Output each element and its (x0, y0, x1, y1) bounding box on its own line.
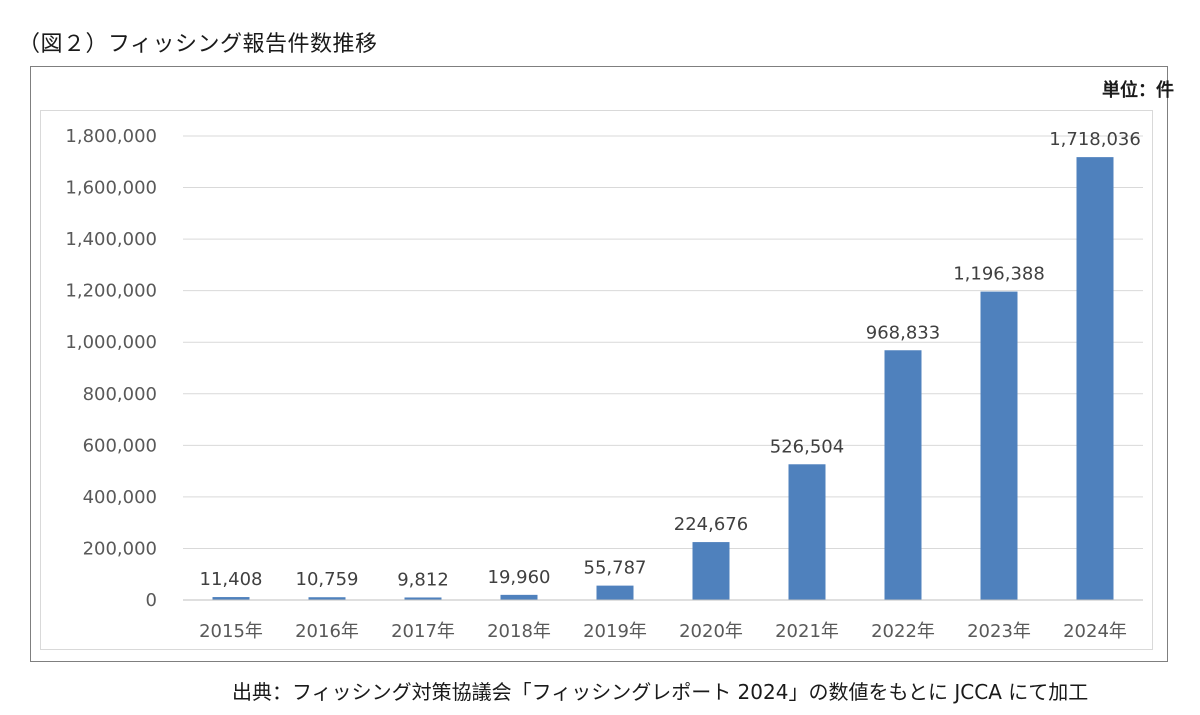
unit-label: 単位：件 (1102, 80, 1174, 101)
plot-area-border (40, 110, 1153, 650)
source-note: 出典：フィッシング対策協議会「フィッシングレポート 2024」の数値をもとに J… (232, 680, 1089, 704)
figure-title: （図２）フィッシング報告件数推移 (18, 32, 378, 57)
data-label: 10,759 (296, 569, 359, 590)
data-label: 9,812 (397, 569, 449, 590)
y-tick-label: 1,400,000 (65, 229, 157, 250)
x-tick-label: 2017年 (391, 621, 455, 642)
y-tick-label: 400,000 (83, 487, 157, 508)
x-tick-label: 2018年 (487, 621, 551, 642)
bar (980, 291, 1018, 600)
bar (884, 350, 922, 600)
y-tick-label: 0 (146, 590, 157, 611)
x-tick-label: 2015年 (199, 621, 263, 642)
bar (1076, 157, 1114, 601)
bar (404, 597, 442, 600)
data-label: 1,196,388 (953, 264, 1045, 285)
y-tick-label: 800,000 (83, 384, 157, 405)
x-tick-label: 2020年 (679, 621, 743, 642)
bar (500, 594, 538, 600)
data-label: 224,676 (674, 514, 748, 535)
bar (596, 585, 634, 600)
bar (308, 597, 346, 600)
bar (212, 597, 250, 600)
data-label: 19,960 (488, 567, 551, 588)
data-label: 968,833 (866, 322, 940, 343)
bar (692, 542, 730, 600)
x-tick-label: 2022年 (871, 621, 935, 642)
data-label: 11,408 (200, 569, 263, 590)
x-tick-label: 2023年 (967, 621, 1031, 642)
x-tick-label: 2024年 (1063, 621, 1127, 642)
x-tick-label: 2016年 (295, 621, 359, 642)
data-label: 526,504 (770, 436, 844, 457)
y-tick-label: 200,000 (83, 538, 157, 559)
y-tick-label: 1,600,000 (65, 178, 157, 199)
y-tick-label: 1,800,000 (65, 126, 157, 147)
x-tick-label: 2021年 (775, 621, 839, 642)
bar (788, 464, 826, 600)
data-label: 55,787 (584, 558, 647, 579)
y-tick-label: 1,200,000 (65, 281, 157, 302)
y-tick-label: 1,000,000 (65, 332, 157, 353)
data-label: 1,718,036 (1049, 129, 1141, 150)
x-tick-label: 2019年 (583, 621, 647, 642)
y-tick-label: 600,000 (83, 435, 157, 456)
